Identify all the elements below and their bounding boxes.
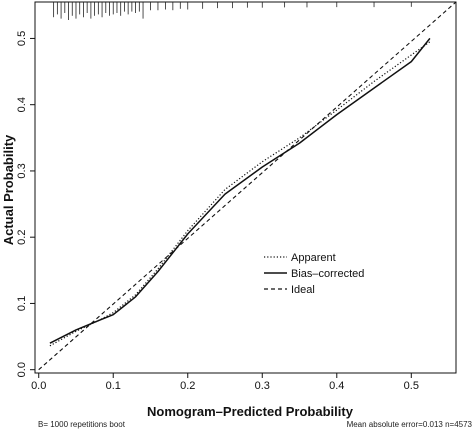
y-axis: 0.0 0.1 0.2 0.3 0.4 0.5 bbox=[16, 31, 35, 377]
x-tick-label: 0.0 bbox=[31, 380, 46, 392]
x-tick-label: 0.1 bbox=[106, 380, 121, 392]
footer-left: B= 1000 repetitions boot bbox=[38, 420, 126, 429]
y-tick-label: 0.5 bbox=[16, 31, 28, 46]
y-tick-label: 0.1 bbox=[16, 296, 28, 311]
y-tick-label: 0.3 bbox=[16, 163, 28, 178]
series-line-apparent bbox=[49, 41, 431, 347]
series-line-bias-corrected bbox=[49, 37, 431, 344]
footer-right: Mean absolute error=0.013 n=4573 bbox=[347, 420, 473, 429]
y-tick-label: 0.2 bbox=[16, 230, 28, 245]
y-tick-label: 0.0 bbox=[16, 362, 28, 377]
series-layer bbox=[38, 1, 457, 371]
x-tick-label: 0.2 bbox=[180, 380, 195, 392]
legend-label-apparent: Apparent bbox=[291, 252, 336, 264]
legend: Apparent Bias–corrected Ideal bbox=[264, 252, 364, 296]
plot-frame bbox=[34, 1, 457, 374]
x-tick-label: 0.3 bbox=[255, 380, 270, 392]
x-axis: 0.0 0.1 0.2 0.3 0.4 0.5 bbox=[31, 373, 419, 392]
x-axis-title: Nomogram–Predicted Probability bbox=[147, 404, 354, 419]
y-axis-title: Actual Probability bbox=[1, 134, 16, 245]
legend-label-ideal: Ideal bbox=[291, 284, 315, 296]
x-tick-label: 0.5 bbox=[404, 380, 419, 392]
x-tick-label: 0.4 bbox=[329, 380, 344, 392]
y-tick-label: 0.4 bbox=[16, 97, 28, 112]
series-line-ideal bbox=[38, 1, 457, 371]
legend-label-bias-corrected: Bias–corrected bbox=[291, 268, 364, 280]
rug-plot bbox=[53, 2, 412, 20]
